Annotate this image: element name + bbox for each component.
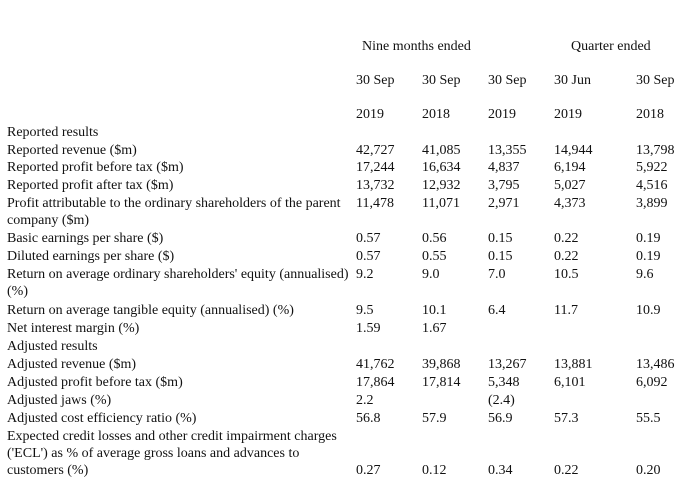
table-cell: 0.27 bbox=[356, 463, 381, 478]
group-header-nine-months: Nine months ended bbox=[362, 39, 471, 54]
table-cell: 11.7 bbox=[554, 303, 578, 318]
section-heading: Adjusted results bbox=[7, 339, 98, 354]
table-cell: 6.4 bbox=[488, 303, 506, 318]
row-label: Basic earnings per share ($) bbox=[7, 231, 164, 246]
table-cell: 4,516 bbox=[636, 178, 668, 193]
row-label: Reported profit before tax ($m) bbox=[7, 160, 184, 175]
table-cell: 39,868 bbox=[422, 357, 461, 372]
table-cell: 56.8 bbox=[356, 411, 381, 426]
group-header-quarter: Quarter ended bbox=[571, 39, 651, 54]
table-cell: 6,194 bbox=[554, 160, 586, 175]
table-cell: 0.19 bbox=[636, 249, 661, 264]
row-label: Adjusted jaws (%) bbox=[7, 393, 112, 408]
table-cell: 0.20 bbox=[636, 463, 661, 478]
period-date-header: 30 Sep bbox=[356, 73, 395, 88]
table-cell: 13,267 bbox=[488, 357, 527, 372]
table-cell: 0.22 bbox=[554, 249, 579, 264]
table-cell: 41,085 bbox=[422, 143, 461, 158]
section-heading: Reported results bbox=[7, 125, 99, 140]
table-cell: 57.3 bbox=[554, 411, 579, 426]
table-cell: 4,837 bbox=[488, 160, 520, 175]
table-cell: 0.19 bbox=[636, 231, 661, 246]
table-cell: 17,864 bbox=[356, 375, 395, 390]
row-label: Return on average ordinary shareholders'… bbox=[7, 267, 349, 299]
row-label: Adjusted profit before tax ($m) bbox=[7, 375, 183, 390]
table-cell: 0.15 bbox=[488, 249, 513, 264]
table-cell: (2.4) bbox=[488, 393, 515, 408]
table-cell: 10.5 bbox=[554, 267, 579, 282]
table-cell: 0.34 bbox=[488, 463, 513, 478]
table-cell: 9.6 bbox=[636, 267, 654, 282]
period-year-header: 2018 bbox=[636, 107, 664, 122]
table-cell: 13,486 bbox=[636, 357, 675, 372]
table-cell: 16,634 bbox=[422, 160, 461, 175]
table-cell: 0.22 bbox=[554, 231, 579, 246]
period-year-header: 2019 bbox=[488, 107, 516, 122]
table-cell: 9.5 bbox=[356, 303, 374, 318]
row-label: Profit attributable to the ordinary shar… bbox=[7, 196, 341, 228]
table-cell: 6,092 bbox=[636, 375, 668, 390]
table-cell: 5,922 bbox=[636, 160, 668, 175]
table-cell: 1.67 bbox=[422, 321, 447, 336]
table-cell: 17,814 bbox=[422, 375, 461, 390]
row-label: Adjusted cost efficiency ratio (%) bbox=[7, 411, 197, 426]
table-cell: 1.59 bbox=[356, 321, 381, 336]
table-cell: 14,944 bbox=[554, 143, 593, 158]
table-cell: 57.9 bbox=[422, 411, 447, 426]
row-label: Expected credit losses and other credit … bbox=[7, 429, 337, 478]
period-year-header: 2018 bbox=[422, 107, 450, 122]
table-cell: 42,727 bbox=[356, 143, 395, 158]
table-cell: 4,373 bbox=[554, 196, 586, 211]
table-cell: 13,355 bbox=[488, 143, 527, 158]
table-cell: 9.0 bbox=[422, 267, 440, 282]
table-cell: 5,027 bbox=[554, 178, 586, 193]
table-cell: 2,971 bbox=[488, 196, 520, 211]
table-cell: 41,762 bbox=[356, 357, 395, 372]
row-label: Reported revenue ($m) bbox=[7, 143, 137, 158]
table-cell: 13,732 bbox=[356, 178, 395, 193]
table-cell: 10.1 bbox=[422, 303, 447, 318]
table-cell: 17,244 bbox=[356, 160, 395, 175]
table-cell: 11,478 bbox=[356, 196, 394, 211]
table-cell: 13,798 bbox=[636, 143, 675, 158]
table-cell: 13,881 bbox=[554, 357, 593, 372]
period-date-header: 30 Sep bbox=[422, 73, 461, 88]
table-cell: 0.15 bbox=[488, 231, 513, 246]
table-cell: 10.9 bbox=[636, 303, 661, 318]
table-cell: 2.2 bbox=[356, 393, 374, 408]
table-cell: 0.22 bbox=[554, 463, 579, 478]
table-cell: 0.57 bbox=[356, 231, 381, 246]
period-date-header: 30 Sep bbox=[488, 73, 527, 88]
table-cell: 0.55 bbox=[422, 249, 447, 264]
row-label: Diluted earnings per share ($) bbox=[7, 249, 175, 264]
table-cell: 0.12 bbox=[422, 463, 447, 478]
table-cell: 5,348 bbox=[488, 375, 520, 390]
table-cell: 6,101 bbox=[554, 375, 586, 390]
row-label: Adjusted revenue ($m) bbox=[7, 357, 137, 372]
table-cell: 11,071 bbox=[422, 196, 460, 211]
row-label: Net interest margin (%) bbox=[7, 321, 140, 336]
period-year-header: 2019 bbox=[554, 107, 582, 122]
table-cell: 7.0 bbox=[488, 267, 506, 282]
table-cell: 56.9 bbox=[488, 411, 513, 426]
table-cell: 3,795 bbox=[488, 178, 520, 193]
table-cell: 9.2 bbox=[356, 267, 374, 282]
period-date-header: 30 Jun bbox=[554, 73, 591, 88]
row-label: Return on average tangible equity (annua… bbox=[7, 303, 294, 318]
table-cell: 55.5 bbox=[636, 411, 661, 426]
table-cell: 12,932 bbox=[422, 178, 461, 193]
period-date-header: 30 Sep bbox=[636, 73, 675, 88]
table-cell: 0.56 bbox=[422, 231, 447, 246]
table-cell: 3,899 bbox=[636, 196, 668, 211]
row-label: Reported profit after tax ($m) bbox=[7, 178, 174, 193]
table-cell: 0.57 bbox=[356, 249, 381, 264]
period-year-header: 2019 bbox=[356, 107, 384, 122]
